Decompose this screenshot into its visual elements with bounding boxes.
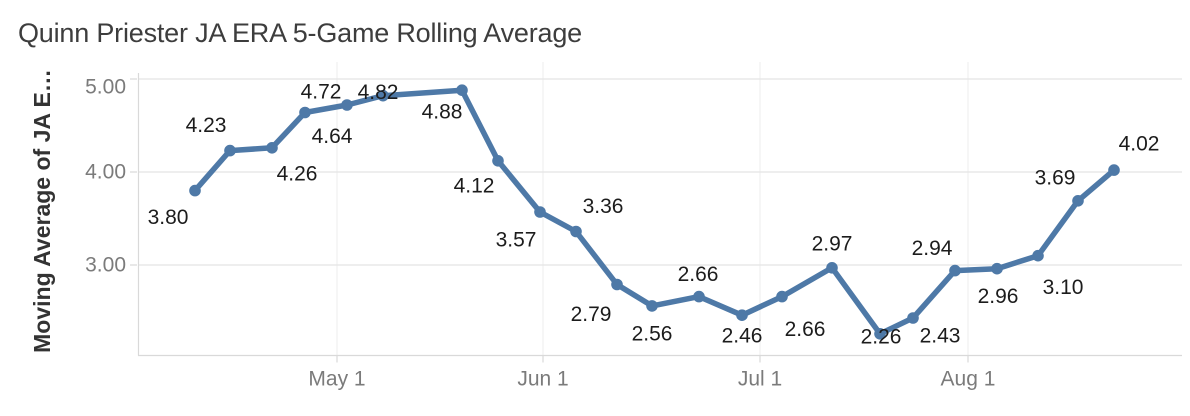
- data-point-label: 2.43: [920, 325, 961, 348]
- data-point-label: 2.96: [978, 285, 1019, 308]
- data-point-label: 3.57: [496, 229, 537, 252]
- data-point-label: 3.10: [1043, 276, 1084, 299]
- data-point-label: 4.12: [454, 174, 495, 197]
- data-point-marker[interactable]: [492, 155, 504, 167]
- y-axis-tick-label: 4.00: [85, 161, 126, 184]
- data-point-label: 2.79: [571, 303, 612, 326]
- data-point-marker[interactable]: [377, 89, 389, 102]
- data-point-marker[interactable]: [991, 262, 1003, 275]
- data-point-marker[interactable]: [266, 142, 278, 154]
- data-point-marker[interactable]: [736, 309, 748, 322]
- data-point-marker[interactable]: [907, 312, 919, 324]
- data-point-marker[interactable]: [826, 262, 838, 274]
- data-point-marker[interactable]: [1072, 195, 1084, 207]
- data-point-label: 3.36: [583, 195, 624, 218]
- data-point-marker[interactable]: [611, 278, 623, 291]
- data-point-label: 4.88: [422, 101, 463, 124]
- data-point-marker[interactable]: [646, 300, 658, 312]
- y-axis-tick-label: 3.00: [85, 254, 126, 277]
- data-point-marker[interactable]: [874, 328, 886, 340]
- data-point-label: 2.66: [678, 263, 719, 286]
- data-point-marker[interactable]: [224, 144, 236, 157]
- data-point-marker[interactable]: [693, 290, 705, 303]
- data-point-marker[interactable]: [1108, 164, 1120, 176]
- data-point-label: 2.66: [785, 318, 826, 341]
- data-point-label: 2.97: [812, 232, 853, 255]
- data-point-label: 2.94: [912, 237, 953, 260]
- x-axis-tick-label: May 1: [308, 368, 365, 391]
- y-axis-tick-label: 5.00: [85, 76, 126, 99]
- data-point-marker[interactable]: [570, 225, 582, 238]
- data-point-marker[interactable]: [1032, 249, 1044, 262]
- data-point-label: 2.26: [861, 325, 902, 348]
- data-point-label: 4.02: [1119, 133, 1160, 156]
- data-point-marker[interactable]: [949, 264, 961, 277]
- data-point-label: 4.26: [277, 162, 318, 185]
- data-point-marker[interactable]: [776, 290, 788, 303]
- data-point-marker[interactable]: [299, 106, 311, 119]
- data-point-label: 4.23: [186, 114, 227, 137]
- data-point-label: 4.72: [301, 81, 342, 104]
- y-axis-title: Moving Average of JA E…: [29, 69, 55, 353]
- data-point-marker[interactable]: [456, 84, 468, 96]
- data-point-label: 2.46: [722, 325, 763, 348]
- x-axis-tick-label: Aug 1: [941, 368, 996, 391]
- data-point-label: 2.56: [632, 322, 673, 345]
- chart-title: Quinn Priester JA ERA 5-Game Rolling Ave…: [18, 18, 582, 48]
- x-axis-tick-label: Jun 1: [517, 368, 568, 391]
- data-point-label: 4.82: [358, 81, 399, 104]
- data-point-label: 4.64: [312, 125, 353, 148]
- data-point-label: 3.69: [1035, 166, 1076, 189]
- data-point-label: 3.80: [148, 206, 189, 229]
- data-point-marker[interactable]: [534, 206, 546, 218]
- data-point-marker[interactable]: [189, 184, 201, 197]
- x-axis-tick-label: Jul 1: [738, 368, 782, 391]
- data-point-marker[interactable]: [341, 99, 353, 111]
